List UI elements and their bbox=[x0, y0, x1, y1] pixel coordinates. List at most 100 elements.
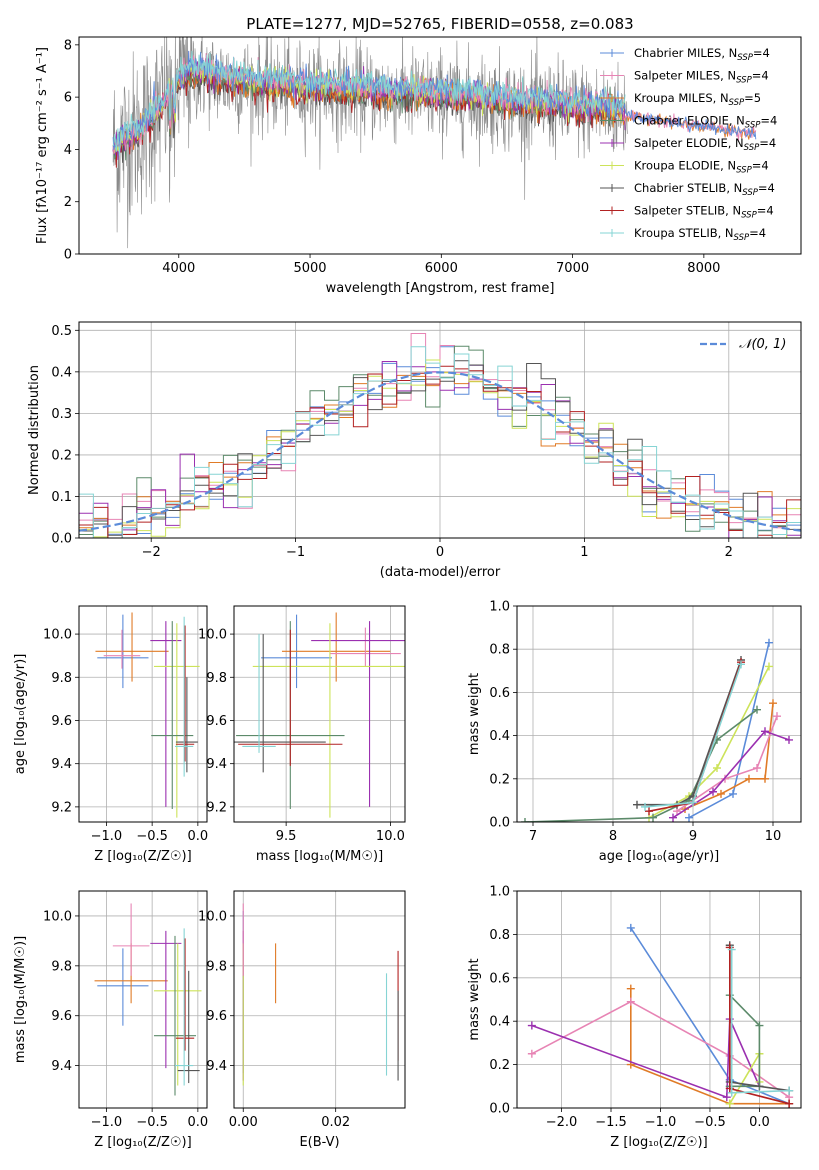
data-point-marker bbox=[785, 1099, 794, 1108]
y-tick-label: 0.2 bbox=[489, 1058, 510, 1073]
data-point-marker bbox=[685, 813, 693, 822]
y-tick-label: 9.4 bbox=[51, 757, 72, 772]
data-point-marker bbox=[709, 787, 717, 796]
y-tick-label: 9.6 bbox=[206, 714, 227, 729]
legend-entry-value: =4 bbox=[758, 181, 775, 195]
axes-frame bbox=[78, 36, 802, 255]
residual-histogram-panel: −2 −1 0 1 2 0.0 0.1 0.2 0.3 0.4 0.5 (data-model)/er… bbox=[27, 321, 802, 580]
plot-area bbox=[527, 923, 794, 1108]
axes-frame bbox=[516, 605, 802, 823]
series-line-kroupa_miles bbox=[684, 703, 774, 810]
data-point-marker bbox=[745, 774, 753, 783]
y-axis-label: Normed distribution bbox=[27, 365, 42, 495]
legend-entry-label: Salpeter STELIB, N bbox=[634, 204, 741, 218]
y-axis-label: Flux [fλ10⁻¹⁷ erg cm⁻² s⁻¹ A⁻¹] bbox=[35, 47, 50, 244]
data-point-marker bbox=[689, 798, 697, 807]
legend-entry: Kroupa STELIB, NSSP=4 bbox=[634, 226, 766, 243]
y-tick-label: 9.8 bbox=[51, 671, 72, 686]
mass-vs-metallicity-panel: −1.0 −0.5 0.0 9.4 9.6 9.8 10.0 Z [log₁₀(Z/Z☉)] m… bbox=[13, 890, 208, 1150]
y-tick-label: 10.0 bbox=[198, 628, 227, 643]
series-line-kroupa_miles bbox=[630, 988, 790, 1105]
y-tick-label: 0.4 bbox=[489, 729, 510, 744]
data-point-marker bbox=[527, 1021, 536, 1030]
axes-frame bbox=[78, 321, 802, 539]
x-tick-label: 9.5 bbox=[276, 829, 297, 844]
data-point-marker bbox=[765, 638, 773, 647]
legend-entry-label: Chabrier STELIB, N bbox=[634, 181, 742, 195]
legend-entry-value: =4 bbox=[752, 159, 769, 173]
series-line-chabrier_stelib bbox=[637, 659, 742, 806]
y-tick-label: 0.2 bbox=[51, 448, 72, 463]
series-line-salpeter_elodie bbox=[672, 730, 790, 819]
y-tick-label: 2 bbox=[64, 195, 72, 210]
data-point-marker bbox=[725, 1099, 734, 1108]
y-tick-label: 9.4 bbox=[206, 1059, 227, 1074]
legend-entry-subscript: SSP bbox=[736, 76, 752, 86]
data-point-marker bbox=[645, 807, 653, 816]
y-tick-label: 0.4 bbox=[489, 1015, 510, 1030]
data-point-marker bbox=[649, 813, 657, 822]
y-axis-label: mass weight bbox=[467, 673, 482, 755]
x-tick-label: 8 bbox=[609, 829, 617, 844]
data-point-marker bbox=[755, 1021, 764, 1030]
data-point-marker bbox=[626, 984, 635, 993]
legend-entry-label: Kroupa STELIB, N bbox=[634, 226, 734, 240]
y-tick-label: 0.0 bbox=[489, 1102, 510, 1117]
data-point-marker bbox=[765, 662, 773, 671]
data-point-marker bbox=[626, 997, 635, 1006]
y-tick-label: 9.6 bbox=[51, 1009, 72, 1024]
y-tick-label: 0.1 bbox=[51, 490, 72, 505]
x-axis-label: Z [log₁₀(Z/Z☉)] bbox=[94, 1135, 191, 1150]
x-axis-label: (data-model)/error bbox=[380, 565, 501, 580]
legend-entry: Salpeter MILES, NSSP=4 bbox=[634, 69, 769, 86]
y-tick-label: 10.0 bbox=[43, 628, 72, 643]
y-tick-label: 9.6 bbox=[206, 1009, 227, 1024]
y-tick-label: 0.6 bbox=[489, 686, 510, 701]
data-point-marker bbox=[729, 789, 737, 798]
axes-frame bbox=[516, 890, 802, 1109]
data-point-marker bbox=[769, 699, 777, 708]
legend-entry-subscript: SSP bbox=[734, 233, 750, 243]
data-point-marker bbox=[527, 1049, 536, 1058]
y-tick-label: 9.4 bbox=[206, 757, 227, 772]
axes-frame bbox=[233, 605, 406, 823]
plot-area bbox=[95, 612, 200, 818]
series-line-salpeter_miles bbox=[676, 715, 778, 812]
data-point-marker bbox=[641, 802, 649, 811]
legend-entry: Kroupa MILES, NSSP=5 bbox=[634, 91, 761, 108]
x-tick-label: −2 bbox=[142, 545, 161, 560]
x-axis-label: mass [log₁₀(M/M☉)] bbox=[256, 849, 383, 864]
y-tick-label: 9.4 bbox=[51, 1059, 72, 1074]
x-tick-label: −0.5 bbox=[136, 1115, 168, 1130]
plot-area bbox=[242, 903, 399, 1086]
x-tick-label: −1.0 bbox=[645, 1115, 677, 1130]
data-point-marker bbox=[761, 774, 769, 783]
y-tick-label: 0.5 bbox=[51, 324, 72, 339]
legend-entry-subscript: SSP bbox=[745, 121, 761, 131]
data-point-marker bbox=[737, 660, 745, 669]
data-spectrum-line bbox=[112, 37, 628, 249]
x-tick-label: −1.0 bbox=[91, 1115, 123, 1130]
x-tick-label: 10 bbox=[765, 829, 782, 844]
legend-entry-value: =5 bbox=[744, 91, 761, 105]
y-tick-label: 0.8 bbox=[489, 928, 510, 943]
legend-entry-label: Kroupa MILES, N bbox=[634, 91, 729, 105]
plot-area bbox=[94, 903, 202, 1096]
y-tick-label: 0.0 bbox=[489, 816, 510, 831]
y-tick-label: 9.8 bbox=[51, 959, 72, 974]
x-tick-label: 8000 bbox=[687, 261, 720, 276]
x-axis-label: E(B-V) bbox=[299, 1135, 339, 1150]
mass-weight-vs-age-panel: 7 8 9 10 0.0 0.2 0.4 0.6 0.8 1.0 age [log₁₀(age/yr… bbox=[467, 600, 802, 864]
x-tick-label: 10.0 bbox=[376, 829, 405, 844]
legend-entry-subscript: SSP bbox=[741, 211, 757, 221]
data-point-marker bbox=[761, 727, 769, 736]
x-axis-label: Z [log₁₀(Z/Z☉)] bbox=[94, 849, 191, 864]
data-point-marker bbox=[773, 712, 781, 721]
x-tick-label: 0.02 bbox=[321, 1115, 350, 1130]
y-tick-label: 9.2 bbox=[206, 800, 227, 815]
axes-frame bbox=[233, 890, 406, 1109]
x-tick-label: −1.5 bbox=[595, 1115, 627, 1130]
legend-entry-subscript: SSP bbox=[737, 53, 753, 63]
data-point-marker bbox=[626, 923, 635, 932]
